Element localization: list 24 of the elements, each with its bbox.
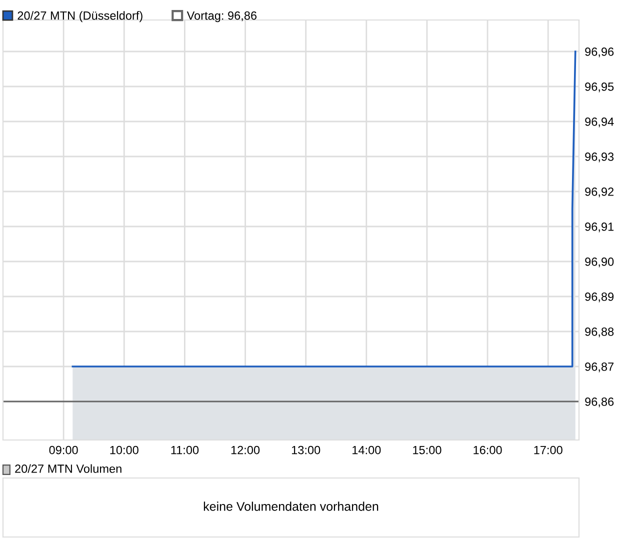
- x-tick-label: 13:00: [292, 446, 320, 454]
- x-tick-label: 11:00: [171, 446, 199, 454]
- text: 20/27 MTN Volumen: [15, 464, 122, 473]
- y-tick-label: 96,86: [585, 398, 614, 408]
- y-tick-label: 96,91: [585, 222, 614, 232]
- y-tick-label: 96,90: [585, 258, 614, 268]
- x-tick-label: 14:00: [352, 446, 381, 454]
- x-tick-label: 17:00: [534, 446, 562, 454]
- y-tick-label: 96,96: [585, 48, 614, 58]
- x-tick-label: 16:00: [474, 446, 502, 454]
- y-tick-label: 96,93: [585, 152, 614, 162]
- x-tick-label: 10:00: [110, 446, 138, 454]
- legend-label: 20/27 MTN (Düsseldorf): [18, 11, 142, 22]
- y-tick-label: 96,92: [585, 188, 614, 198]
- y-tick-label: 96,89: [585, 292, 614, 302]
- x-tick-label: 12:00: [231, 446, 260, 454]
- x-tick-label: 09:00: [49, 446, 78, 454]
- x-tick-label: 15:00: [413, 446, 442, 454]
- y-tick-label: 96,94: [585, 118, 614, 128]
- y-tick-label: 96,95: [585, 82, 614, 92]
- legend-label: Vortag: 96,86: [186, 11, 257, 22]
- y-tick-label: 96,88: [585, 328, 614, 338]
- y-tick-label: 96,87: [585, 362, 614, 372]
- text: keine Volumendaten vorhanden: [204, 502, 378, 511]
